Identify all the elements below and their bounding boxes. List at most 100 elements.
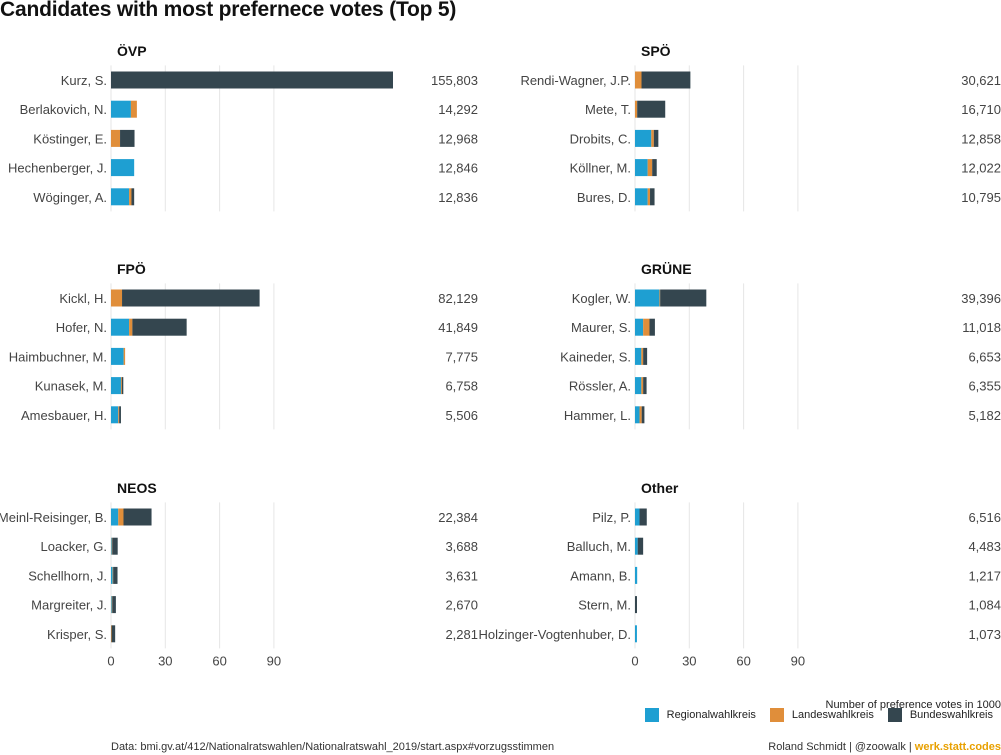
candidate-label: Kickl, H. <box>59 291 107 306</box>
candidate-label: Kunasek, M. <box>35 379 107 394</box>
bar-regional <box>635 129 652 147</box>
total-label: 5,182 <box>968 408 1001 423</box>
bar-regional <box>111 188 130 206</box>
candidate-label: Hofer, N. <box>56 320 107 335</box>
bar-regional <box>111 159 135 177</box>
bar-regional <box>635 566 638 584</box>
bar-regional <box>111 318 130 336</box>
total-label: 16,710 <box>961 102 1001 117</box>
bar-bundes <box>653 129 659 147</box>
total-label: 7,775 <box>445 349 478 364</box>
total-label: 4,483 <box>968 539 1001 554</box>
bar-landes <box>643 318 650 336</box>
bar-regional <box>635 377 642 395</box>
bar-landes <box>659 289 661 307</box>
bar-regional <box>635 318 644 336</box>
bar-bundes <box>641 71 691 89</box>
bar-bundes <box>121 377 124 395</box>
bar-landes <box>130 100 137 118</box>
legend-swatch-bundes <box>887 708 902 722</box>
panel-title-gr-ne: GRÜNE <box>641 261 692 277</box>
panel-title-other: Other <box>641 480 679 496</box>
total-label: 12,846 <box>438 161 478 176</box>
credit-text: Roland Schmidt | @zoowalk | <box>768 741 915 753</box>
bar-bundes <box>637 100 666 118</box>
bar-regional <box>635 347 642 365</box>
bar-bundes <box>637 537 644 555</box>
panel-title-fp-: FPÖ <box>117 261 146 277</box>
bar-regional <box>111 537 112 555</box>
total-label: 3,688 <box>445 539 478 554</box>
x-tick-label: 60 <box>736 653 750 668</box>
candidate-label: Margreiter, J. <box>31 598 107 613</box>
legend-label-regional: Regionalwahlkreis <box>666 709 756 721</box>
total-label: 6,355 <box>968 379 1001 394</box>
bar-regional <box>635 159 648 177</box>
bar-bundes <box>650 188 655 206</box>
total-label: 12,836 <box>438 190 478 205</box>
bar-landes <box>111 596 113 614</box>
bar-bundes <box>643 377 647 395</box>
total-label: 14,292 <box>438 102 478 117</box>
bar-bundes <box>111 625 116 643</box>
bar-regional <box>111 566 113 584</box>
bar-landes <box>635 100 638 118</box>
bar-landes <box>647 159 653 177</box>
total-label: 1,217 <box>968 568 1001 583</box>
candidate-label: Loacker, G. <box>41 539 107 554</box>
legend-item-bundes: Bundeswahlkreis <box>887 708 993 722</box>
candidate-label: Hammer, L. <box>564 408 631 423</box>
bar-regional <box>111 347 124 365</box>
bar-bundes <box>122 289 260 307</box>
total-label: 82,129 <box>438 291 478 306</box>
bar-bundes <box>112 596 116 614</box>
bar-landes <box>111 537 113 555</box>
candidate-label: Holzinger-Vogtenhuber, D. <box>479 627 631 642</box>
bar-regional <box>111 377 121 395</box>
bar-bundes <box>643 347 648 365</box>
panel-title--vp: ÖVP <box>117 43 147 59</box>
candidate-label: Pilz, P. <box>592 510 631 525</box>
bar-regional <box>635 625 637 643</box>
bar-landes <box>129 188 132 206</box>
bar-regional <box>111 508 119 526</box>
total-label: 12,858 <box>961 131 1001 146</box>
total-label: 10,795 <box>961 190 1001 205</box>
bar-bundes <box>119 406 121 424</box>
bar-bundes <box>641 406 645 424</box>
bar-regional <box>111 100 131 118</box>
total-label: 6,758 <box>445 379 478 394</box>
bar-regional <box>111 596 112 614</box>
x-tick-label: 0 <box>107 653 114 668</box>
bar-bundes <box>112 537 118 555</box>
credit-brand: werk.statt.codes <box>914 741 1001 753</box>
legend-label-landes: Landeswahlkreis <box>791 709 874 721</box>
x-tick-label: 90 <box>791 653 805 668</box>
x-tick-label: 0 <box>631 653 638 668</box>
bar-regional <box>635 508 640 526</box>
faceted-bar-chart: ÖVP Kurz, S. 155,803 Berlakovich, N. 14,292 K… <box>0 43 1001 668</box>
candidate-label: Schellhorn, J. <box>28 568 107 583</box>
data-source-caption: Data: bmi.gv.at/412/Nationalratswahlen/N… <box>111 741 555 753</box>
total-label: 12,968 <box>438 131 478 146</box>
total-label: 12,022 <box>961 161 1001 176</box>
candidate-label: Mete, T. <box>585 102 631 117</box>
candidate-label: Maurer, S. <box>571 320 631 335</box>
total-label: 1,084 <box>968 598 1001 613</box>
bar-regional <box>111 406 119 424</box>
candidate-label: Bures, D. <box>577 190 631 205</box>
bar-bundes <box>660 289 707 307</box>
x-tick-label: 30 <box>158 653 172 668</box>
bar-regional <box>635 289 660 307</box>
legend-item-regional: Regionalwahlkreis <box>644 708 756 722</box>
panel-title-neos: NEOS <box>117 480 157 496</box>
bar-landes <box>635 71 642 89</box>
candidate-label: Kogler, W. <box>572 291 631 306</box>
candidate-label: Rössler, A. <box>569 379 631 394</box>
chart-title: Candidates with most prefernece votes (T… <box>0 0 457 21</box>
candidate-label: Berlakovich, N. <box>20 102 107 117</box>
bar-landes <box>118 508 124 526</box>
bar-landes <box>129 318 133 336</box>
bar-bundes <box>131 188 135 206</box>
x-axis-title: Number of preference votes in 1000 <box>825 699 1001 711</box>
